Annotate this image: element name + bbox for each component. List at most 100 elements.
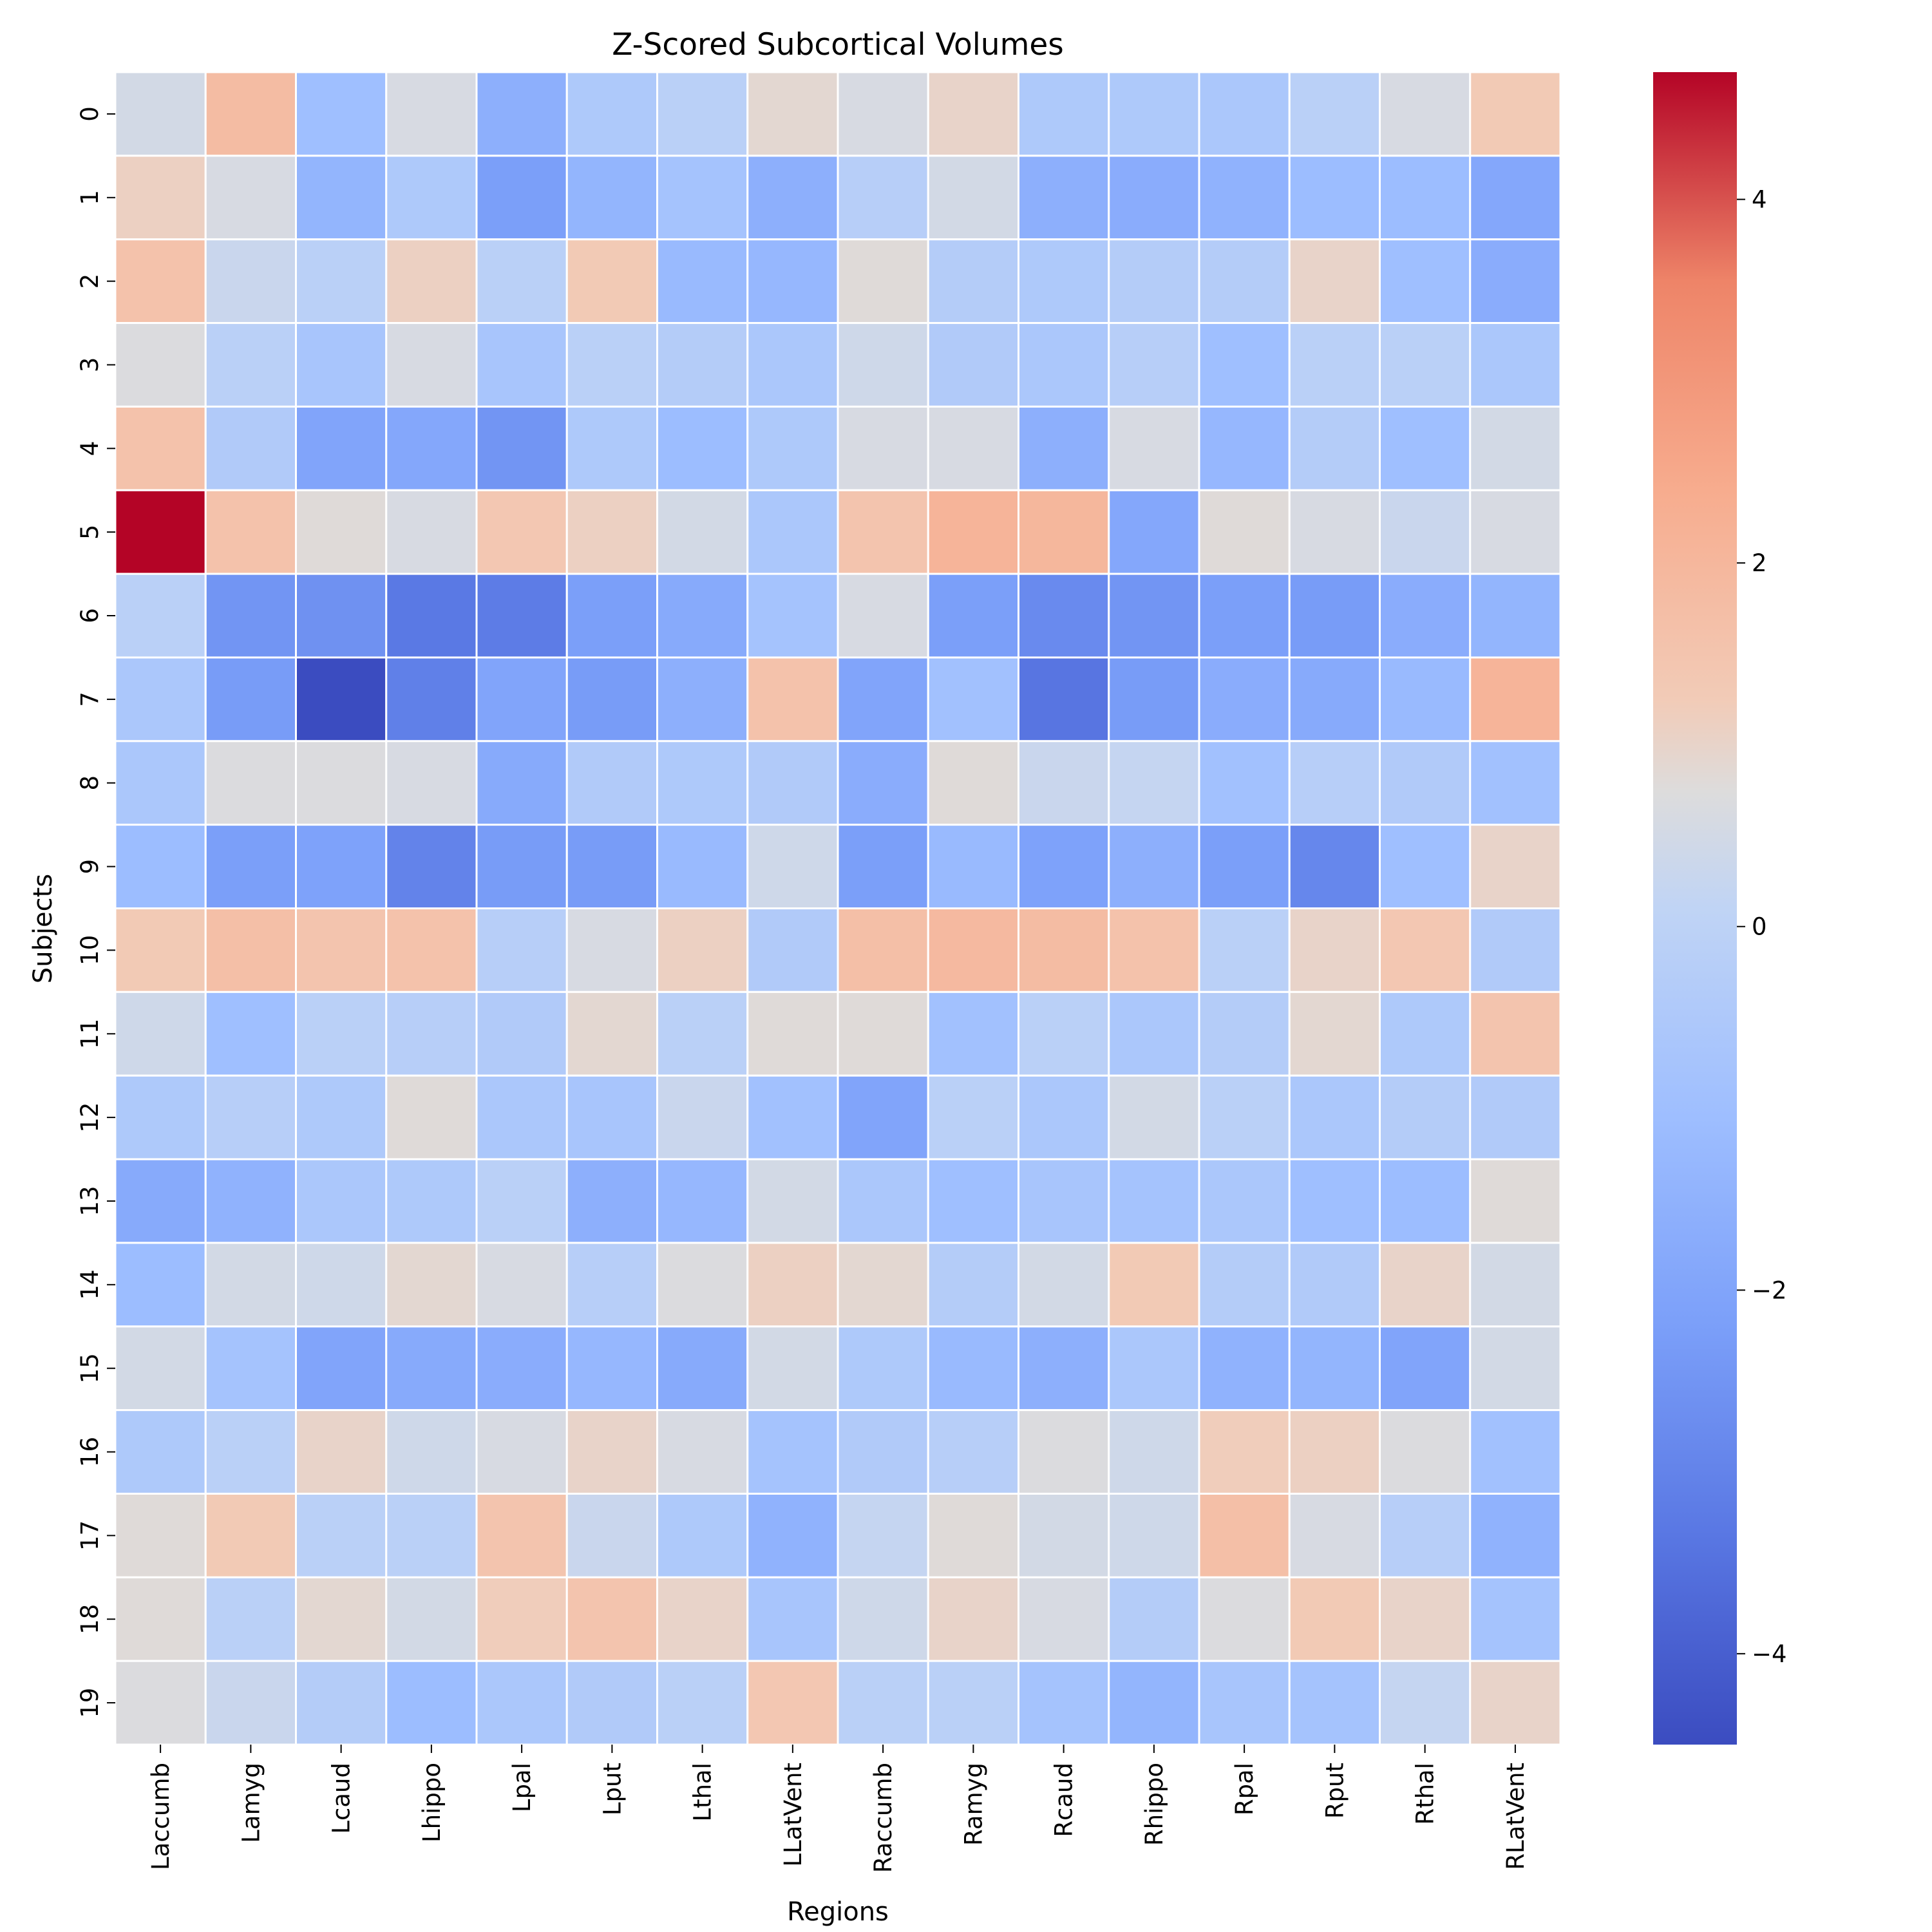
heatmap-cell	[475, 573, 568, 659]
heatmap-cell	[1379, 740, 1472, 826]
heatmap-cell	[385, 322, 478, 408]
heatmap-cell	[295, 1409, 388, 1495]
heatmap-cell	[114, 1325, 207, 1412]
heatmap-cell	[295, 1074, 388, 1160]
heatmap-cell	[1469, 573, 1562, 659]
x-tick-label: Rthal	[1412, 1763, 1439, 1825]
heatmap-cell	[1108, 71, 1200, 157]
heatmap-cell	[114, 1660, 207, 1746]
heatmap-cell	[204, 1576, 297, 1662]
heatmap-cell	[1108, 489, 1200, 575]
heatmap-cell	[656, 155, 749, 241]
heatmap-cell	[1198, 238, 1291, 325]
heatmap-cell	[295, 1242, 388, 1328]
heatmap-cell	[746, 990, 839, 1077]
heatmap-cell	[475, 1660, 568, 1746]
heatmap-cell	[746, 1158, 839, 1244]
y-tick-label: 16	[76, 1437, 104, 1467]
heatmap-cell	[475, 155, 568, 241]
heatmap-cell	[385, 1325, 478, 1412]
heatmap-cell	[1469, 1242, 1562, 1328]
y-tick-label: 6	[76, 608, 104, 623]
heatmap-cell	[746, 238, 839, 325]
heatmap-cell	[565, 990, 658, 1077]
heatmap-cell	[1288, 1242, 1381, 1328]
heatmap-cell	[204, 907, 297, 993]
heatmap-cell	[475, 322, 568, 408]
heatmap-cell	[1018, 1158, 1110, 1244]
heatmap-cell	[1018, 740, 1110, 826]
heatmap-cell	[656, 71, 749, 157]
heatmap-cell	[837, 405, 929, 491]
heatmap-cell	[1198, 824, 1291, 910]
heatmap-cell	[1108, 990, 1200, 1077]
heatmap-cell	[1018, 322, 1110, 408]
heatmap-cell	[656, 1242, 749, 1328]
heatmap-cell	[295, 1492, 388, 1578]
heatmap-cell	[656, 1409, 749, 1495]
colorbar-tick-label: 0	[1752, 913, 1767, 941]
heatmap-cell	[927, 573, 1019, 659]
heatmap-cell	[1379, 1409, 1472, 1495]
heatmap-cell	[1379, 405, 1472, 491]
heatmap-cell	[295, 740, 388, 826]
heatmap-cell	[295, 155, 388, 241]
y-tick-label: 14	[76, 1269, 104, 1300]
heatmap-cell	[565, 1158, 658, 1244]
heatmap-cell	[295, 1158, 388, 1244]
heatmap-cell	[927, 1325, 1019, 1412]
heatmap-cell	[114, 656, 207, 743]
heatmap-cell	[1198, 1409, 1291, 1495]
heatmap-cell	[475, 238, 568, 325]
y-tick-label: 9	[76, 859, 104, 875]
heatmap-cell	[295, 1325, 388, 1412]
heatmap-cell	[1469, 824, 1562, 910]
heatmap-cell	[204, 71, 297, 157]
heatmap-cell	[927, 1660, 1019, 1746]
heatmap-cell	[837, 322, 929, 408]
colorbar-tick-label: 2	[1752, 549, 1767, 577]
y-tick-label: 8	[76, 775, 104, 791]
heatmap-cell	[565, 1576, 658, 1662]
heatmap-cell	[475, 1074, 568, 1160]
heatmap-cell	[1469, 740, 1562, 826]
heatmap-cell	[746, 155, 839, 241]
heatmap-cell	[1379, 1576, 1472, 1662]
heatmap-cell	[746, 740, 839, 826]
y-tick-label: 1	[76, 190, 104, 205]
heatmap-cell	[837, 740, 929, 826]
heatmap-cell	[927, 1409, 1019, 1495]
heatmap-cell	[1018, 1576, 1110, 1662]
heatmap-cell	[1198, 322, 1291, 408]
heatmap-cell	[114, 1492, 207, 1578]
heatmap-cell	[746, 1409, 839, 1495]
heatmap-cell	[385, 824, 478, 910]
heatmap-cell	[1288, 1492, 1381, 1578]
y-tick-label: 13	[76, 1186, 104, 1216]
heatmap-cell	[475, 907, 568, 993]
heatmap-cell	[475, 824, 568, 910]
heatmap-cell	[1018, 907, 1110, 993]
x-tick-label: Lpal	[508, 1763, 536, 1812]
heatmap-cell	[837, 907, 929, 993]
heatmap-cell	[204, 1158, 297, 1244]
heatmap-cell	[1108, 1074, 1200, 1160]
heatmap-cell	[1469, 71, 1562, 157]
heatmap-cell	[746, 656, 839, 743]
heatmap-cell	[1198, 907, 1291, 993]
heatmap-cell	[565, 1492, 658, 1578]
heatmap-cell	[114, 907, 207, 993]
heatmap-cell	[385, 1492, 478, 1578]
heatmap-cell	[385, 656, 478, 743]
heatmap-cell	[837, 1325, 929, 1412]
y-axis-label: Subjects	[28, 874, 58, 983]
heatmap-cell	[295, 1576, 388, 1662]
heatmap-cell	[746, 71, 839, 157]
x-tick-label: Lthal	[689, 1763, 717, 1822]
heatmap-cell	[656, 405, 749, 491]
heatmap-cell	[927, 1576, 1019, 1662]
heatmap-cell	[927, 656, 1019, 743]
heatmap-cell	[1379, 1074, 1472, 1160]
heatmap-cell	[656, 1325, 749, 1412]
colorbar-tick-label: 4	[1752, 186, 1767, 214]
